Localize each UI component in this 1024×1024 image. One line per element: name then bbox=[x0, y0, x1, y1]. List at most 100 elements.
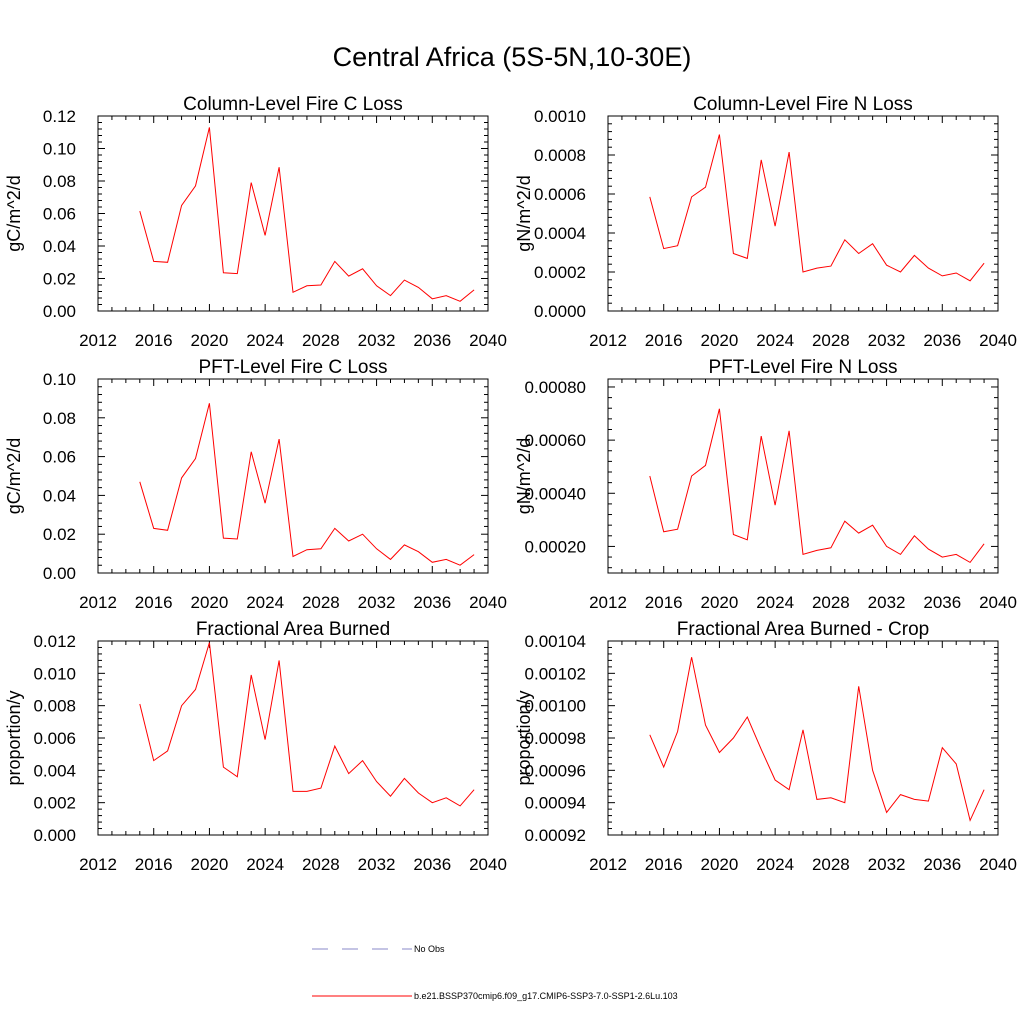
panel-title: Fractional Area Burned - Crop bbox=[677, 619, 929, 640]
x-tick-label: 2032 bbox=[868, 331, 906, 350]
y-tick-label: 0.00080 bbox=[525, 378, 586, 397]
x-tick-label: 2036 bbox=[413, 593, 451, 612]
y-tick-label: 0.02 bbox=[43, 525, 76, 544]
y-tick-label: 0.10 bbox=[43, 140, 76, 159]
y-tick-label: 0.00040 bbox=[525, 484, 586, 503]
chart-panel-1: Column-Level Fire C Loss gC/m^2/d 2012 2016… bbox=[4, 94, 507, 350]
x-tick-label: 2024 bbox=[756, 593, 794, 612]
x-tick-label: 2028 bbox=[812, 593, 850, 612]
x-tick-label: 2012 bbox=[79, 855, 117, 874]
x-tick-label: 2024 bbox=[246, 855, 284, 874]
x-tick-label: 2028 bbox=[812, 331, 850, 350]
x-tick-label: 2036 bbox=[413, 855, 451, 874]
x-tick-label: 2036 bbox=[923, 855, 961, 874]
y-tick-label: 0.0006 bbox=[534, 185, 586, 204]
x-tick-label: 2016 bbox=[645, 331, 683, 350]
y-tick-label: 0.0004 bbox=[534, 224, 586, 243]
y-tick-label: 0.00104 bbox=[525, 632, 586, 651]
x-tick-label: 2032 bbox=[868, 855, 906, 874]
y-tick-label: 0.0010 bbox=[534, 107, 586, 126]
x-tick-label: 2040 bbox=[979, 855, 1017, 874]
x-tick-label: 2036 bbox=[413, 331, 451, 350]
y-tick-label: 0.00 bbox=[43, 564, 76, 583]
x-tick-label: 2016 bbox=[645, 593, 683, 612]
x-tick-label: 2028 bbox=[302, 331, 340, 350]
x-tick-label: 2012 bbox=[589, 593, 627, 612]
x-tick-label: 2040 bbox=[979, 331, 1017, 350]
series-line-model bbox=[139, 127, 475, 302]
figure-title: Central Africa (5S-5N,10-30E) bbox=[333, 42, 692, 72]
series-line-model bbox=[649, 134, 985, 282]
x-tick-label: 2012 bbox=[79, 593, 117, 612]
y-tick-label: 0.00098 bbox=[525, 729, 586, 748]
y-tick-label: 0.00102 bbox=[525, 664, 586, 683]
y-tick-label: 0.0002 bbox=[534, 263, 586, 282]
x-tick-label: 2024 bbox=[246, 593, 284, 612]
y-tick-label: 0.08 bbox=[43, 172, 76, 191]
y-tick-label: 0.00060 bbox=[525, 431, 586, 450]
chart-panel-2: Column-Level Fire N Loss gN/m^2/d 2012 2016… bbox=[514, 94, 1017, 350]
x-tick-label: 2016 bbox=[135, 331, 173, 350]
legend-label-obs: No Obs bbox=[414, 944, 445, 954]
chart-panel-6: Fractional Area Burned - Crop proportion/… bbox=[514, 619, 1017, 874]
x-tick-label: 2032 bbox=[358, 593, 396, 612]
y-tick-label: 0.12 bbox=[43, 107, 76, 126]
x-tick-label: 2024 bbox=[756, 855, 794, 874]
y-tick-label: 0.006 bbox=[33, 729, 76, 748]
y-tick-label: 0.00094 bbox=[525, 794, 586, 813]
x-tick-label: 2020 bbox=[191, 593, 229, 612]
x-tick-label: 2032 bbox=[868, 593, 906, 612]
chart-panels: Column-Level Fire C Loss gC/m^2/d 2012 2016… bbox=[4, 94, 1017, 874]
x-tick-label: 2040 bbox=[469, 593, 507, 612]
panel-title: Fractional Area Burned bbox=[196, 619, 390, 640]
panel-title: PFT-Level Fire N Loss bbox=[709, 357, 898, 378]
x-tick-label: 2024 bbox=[246, 331, 284, 350]
plot-frame bbox=[607, 640, 999, 836]
series-line-model bbox=[649, 657, 985, 822]
y-tick-label: 0.000 bbox=[33, 826, 76, 845]
x-tick-label: 2036 bbox=[923, 331, 961, 350]
x-tick-label: 2040 bbox=[469, 855, 507, 874]
y-tick-label: 0.02 bbox=[43, 270, 76, 289]
y-tick-label: 0.012 bbox=[33, 632, 76, 651]
y-tick-label: 0.00096 bbox=[525, 761, 586, 780]
x-tick-label: 2020 bbox=[701, 855, 739, 874]
y-tick-label: 0.00020 bbox=[525, 537, 586, 556]
x-tick-label: 2040 bbox=[469, 331, 507, 350]
y-axis-label: proportion/y bbox=[4, 690, 24, 785]
x-tick-label: 2020 bbox=[191, 331, 229, 350]
x-tick-label: 2016 bbox=[135, 855, 173, 874]
x-tick-label: 2028 bbox=[302, 593, 340, 612]
panel-title: PFT-Level Fire C Loss bbox=[199, 357, 388, 378]
plot-frame bbox=[97, 640, 489, 836]
x-tick-label: 2032 bbox=[358, 855, 396, 874]
y-tick-label: 0.06 bbox=[43, 205, 76, 224]
x-tick-label: 2040 bbox=[979, 593, 1017, 612]
x-tick-label: 2020 bbox=[191, 855, 229, 874]
y-tick-label: 0.008 bbox=[33, 697, 76, 716]
legend-entry-obs: No Obs bbox=[312, 944, 445, 954]
plot-frame bbox=[607, 115, 999, 312]
legend-entry-model: b.e21.BSSP370cmip6.f09_g17.CMIP6-SSP3-7.… bbox=[312, 991, 678, 1001]
y-tick-label: 0.04 bbox=[43, 486, 76, 505]
series-line-model bbox=[139, 403, 475, 566]
y-tick-label: 0.00100 bbox=[525, 697, 586, 716]
y-axis-label: gN/m^2/d bbox=[514, 438, 534, 514]
x-tick-label: 2032 bbox=[358, 331, 396, 350]
chart-panel-4: PFT-Level Fire N Loss gN/m^2/d 2012 2016 202… bbox=[514, 357, 1017, 612]
series-line-model bbox=[139, 642, 475, 807]
panel-title: Column-Level Fire N Loss bbox=[693, 94, 913, 115]
x-tick-label: 2028 bbox=[302, 855, 340, 874]
chart-panel-5: Fractional Area Burned proportion/y 2012 20… bbox=[4, 619, 507, 874]
legend: No Obs b.e21.BSSP370cmip6.f09_g17.CMIP6-… bbox=[312, 944, 678, 1001]
y-tick-label: 0.00 bbox=[43, 302, 76, 321]
x-tick-label: 2020 bbox=[701, 331, 739, 350]
y-tick-label: 0.0008 bbox=[534, 146, 586, 165]
legend-label-model: b.e21.BSSP370cmip6.f09_g17.CMIP6-SSP3-7.… bbox=[414, 991, 678, 1001]
x-tick-label: 2012 bbox=[79, 331, 117, 350]
y-axis-label: gC/m^2/d bbox=[4, 438, 24, 514]
y-tick-label: 0.004 bbox=[33, 761, 76, 780]
plot-frame bbox=[97, 115, 489, 312]
y-tick-label: 0.06 bbox=[43, 448, 76, 467]
